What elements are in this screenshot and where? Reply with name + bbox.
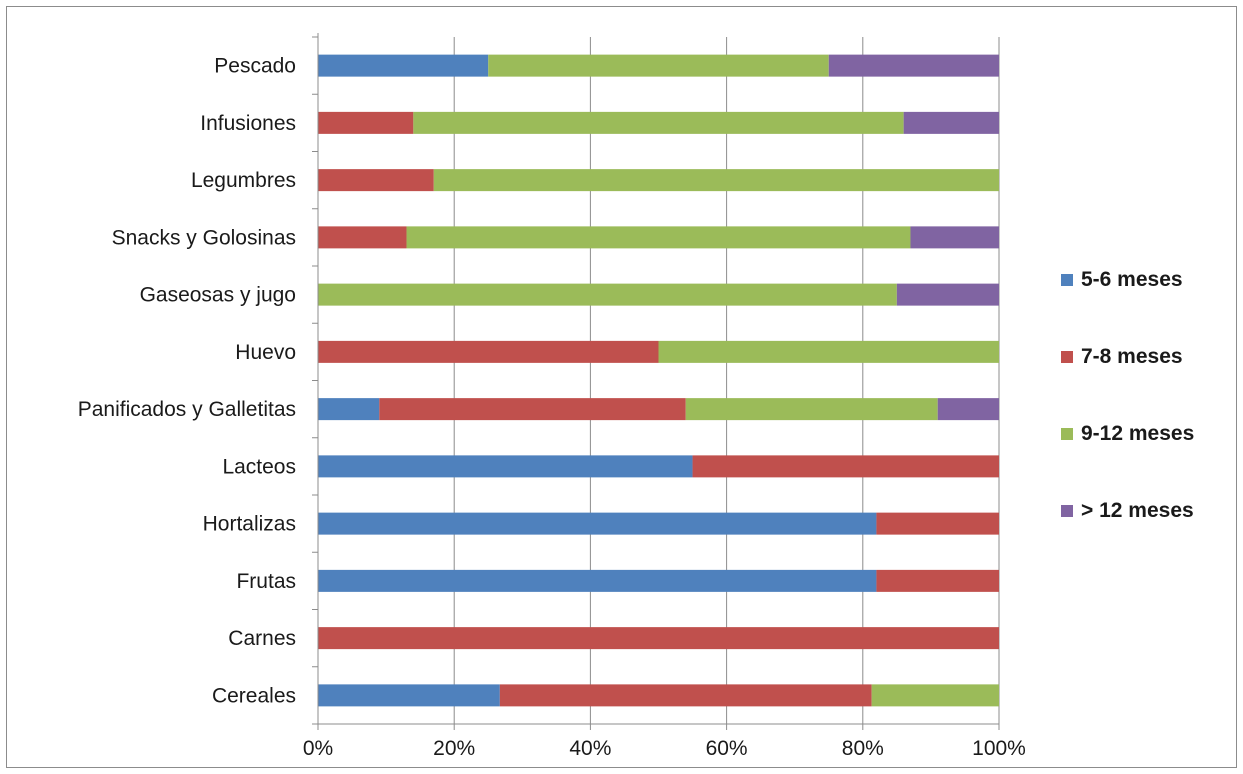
bar-segment	[828, 54, 999, 77]
bar-segment	[318, 455, 693, 478]
bar-segment	[318, 283, 897, 306]
bar-segment	[910, 226, 999, 249]
bar-segment	[406, 226, 911, 249]
x-tick-label: 40%	[569, 737, 611, 760]
bar-segment	[318, 684, 500, 707]
category-label: Infusiones	[200, 112, 296, 135]
bar-segment	[896, 283, 999, 306]
category-label: Lacteos	[222, 455, 296, 478]
category-labels: Pescado Infusiones Legumbres Snacks y Golos…	[78, 55, 296, 708]
bar-segment	[318, 340, 659, 363]
bar-segment	[318, 54, 489, 77]
legend-label: 9-12 meses	[1081, 422, 1195, 445]
category-label: Huevo	[235, 341, 296, 364]
category-label: Legumbres	[191, 169, 296, 192]
bar-segment	[318, 226, 407, 249]
bar-segment	[876, 569, 999, 592]
bar-segment	[876, 512, 999, 535]
bar-segment	[318, 512, 877, 535]
bar-segment	[499, 684, 872, 707]
category-label: Snacks y Golosinas	[112, 226, 296, 249]
bars	[318, 54, 999, 707]
bar-segment	[488, 54, 829, 77]
legend-item: 7-8 meses	[1061, 338, 1241, 376]
category-label: Panificados y Galletitas	[78, 398, 296, 421]
category-label: Pescado	[214, 55, 296, 78]
x-tick-label: 100%	[972, 737, 1026, 760]
legend-item: > 12 meses	[1061, 492, 1241, 530]
legend-item: 9-12 meses	[1061, 415, 1241, 453]
bar-segment	[871, 684, 999, 707]
category-label: Frutas	[236, 570, 296, 593]
legend-swatch	[1061, 428, 1073, 440]
category-label: Gaseosas y jugo	[140, 284, 296, 307]
bar-segment	[318, 398, 380, 421]
legend-swatch	[1061, 505, 1073, 517]
x-tick-label: 20%	[433, 737, 475, 760]
legend: 5-6 meses 7-8 meses 9-12 meses > 12 meses	[1061, 261, 1241, 569]
category-label: Hortalizas	[203, 513, 296, 536]
gridlines	[453, 37, 1000, 724]
bar-segment	[318, 169, 434, 192]
x-tick-label: 80%	[842, 737, 884, 760]
legend-label: > 12 meses	[1081, 499, 1194, 522]
legend-label: 5-6 meses	[1081, 268, 1183, 291]
bar-segment	[937, 398, 999, 421]
legend-item: 5-6 meses	[1061, 261, 1241, 299]
legend-swatch	[1061, 351, 1073, 363]
legend-label: 7-8 meses	[1081, 345, 1183, 368]
category-label: Carnes	[228, 627, 296, 650]
x-tick-labels: 0% 20% 40% 60% 80% 100%	[303, 737, 1026, 760]
bar-segment	[379, 398, 686, 421]
category-label: Cereales	[212, 684, 296, 707]
x-tick-label: 0%	[303, 737, 333, 760]
bar-segment	[903, 111, 999, 134]
bar-segment	[692, 455, 999, 478]
bar-segment	[413, 111, 904, 134]
legend-swatch	[1061, 274, 1073, 286]
bar-segment	[318, 569, 877, 592]
bar-segment	[658, 340, 999, 363]
bar-segment	[433, 169, 999, 192]
x-tick-label: 60%	[706, 737, 748, 760]
axes	[312, 33, 1000, 730]
bar-segment	[318, 627, 999, 650]
bar-segment	[685, 398, 938, 421]
bar-segment	[318, 111, 414, 134]
